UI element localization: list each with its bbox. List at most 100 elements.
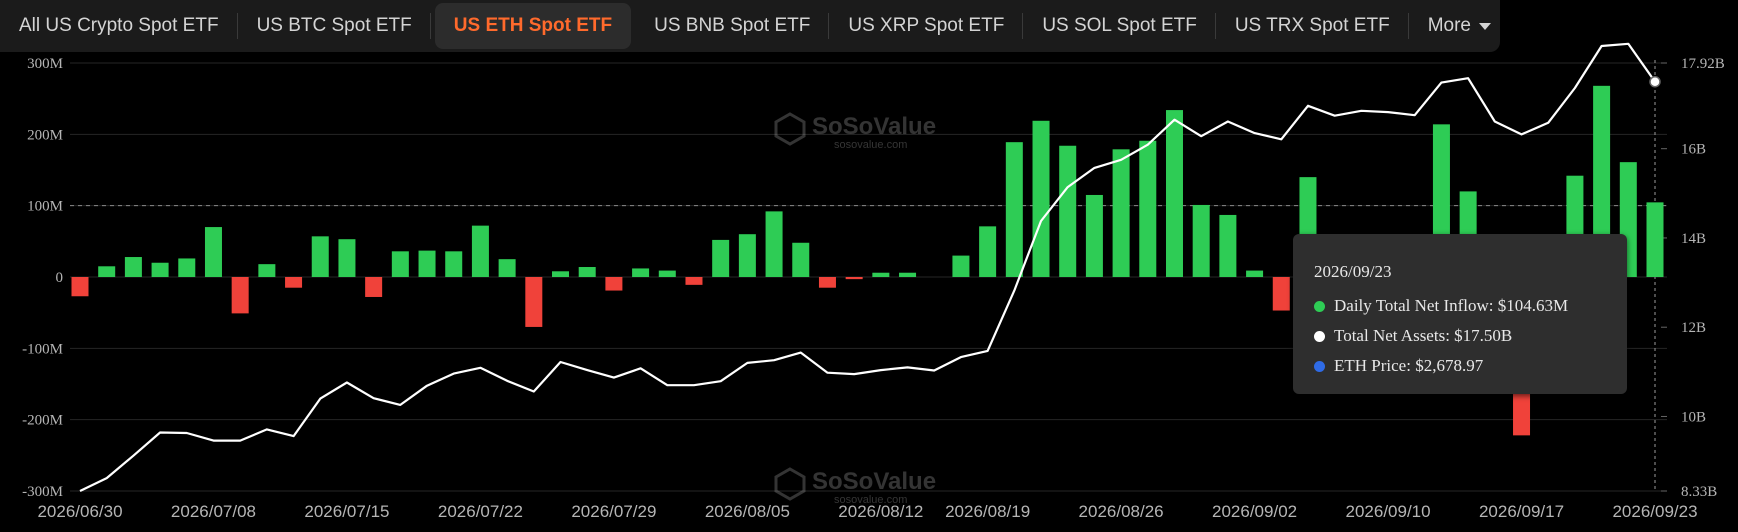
- left-axis-tick-label: -200M: [22, 413, 63, 429]
- price-dot-icon: [1314, 360, 1325, 372]
- inflow-bar: [765, 211, 783, 277]
- inflow-dot-icon: [1314, 300, 1325, 312]
- tooltip-price-label: ETH Price:: [1334, 356, 1411, 375]
- watermark-text: SoSoValue: [812, 113, 936, 140]
- x-axis-tick-label: 2026/09/23: [1612, 502, 1697, 521]
- inflow-bar: [204, 227, 222, 277]
- inflow-bar: [578, 267, 596, 277]
- watermark-text: SoSoValue: [812, 468, 936, 495]
- inflow-bar: [899, 272, 917, 277]
- inflow-bar: [712, 239, 730, 277]
- right-axis-labels: 17.92B 16B 14B 12B 10B 8.33B: [1681, 56, 1725, 500]
- inflow-bar: [1246, 270, 1264, 277]
- left-axis-tick-label: -300M: [22, 484, 63, 500]
- inflow-bar: [1192, 204, 1210, 277]
- inflow-bar: [498, 259, 516, 277]
- inflow-bar: [952, 255, 970, 277]
- etf-tab-bar: All US Crypto Spot ETF US BTC Spot ETF U…: [0, 0, 1500, 52]
- right-axis-tick-label: 12B: [1681, 320, 1706, 336]
- total-net-assets-line: [79, 42, 1656, 492]
- watermark: SoSoValuesosovalue.comSoSoValuesosovalue…: [774, 112, 936, 506]
- x-axis-tick-label: 2026/09/17: [1479, 502, 1564, 521]
- tooltip-assets-label: Total Net Assets:: [1334, 326, 1450, 345]
- left-axis-tick-label: 300M: [27, 56, 63, 72]
- inflow-bar: [258, 264, 276, 277]
- x-axis-tick-label: 2026/08/26: [1079, 502, 1164, 521]
- tab-us-eth-spot-etf[interactable]: US ETH Spot ETF: [434, 3, 632, 49]
- tooltip-row-price: ETH Price: $2,678.97: [1314, 356, 1483, 376]
- chart-tooltip: 2026/09/23 Daily Total Net Inflow: $104.…: [1293, 234, 1627, 394]
- watermark-subtext: sosovalue.com: [834, 494, 907, 506]
- right-axis-tick-label: 16B: [1681, 142, 1706, 158]
- inflow-bar: [71, 277, 89, 297]
- right-axis-tick-label: 14B: [1681, 231, 1706, 247]
- inflow-bar: [658, 270, 676, 277]
- x-axis-tick-label: 2026/08/19: [945, 502, 1030, 521]
- inflow-bar: [552, 271, 570, 277]
- inflow-bar: [738, 234, 756, 277]
- more-dropdown[interactable]: More: [1409, 0, 1510, 52]
- inflow-bar: [979, 226, 997, 277]
- tab-us-btc-spot-etf[interactable]: US BTC Spot ETF: [238, 0, 431, 52]
- inflow-bar: [632, 268, 650, 277]
- x-axis-tick-label: 2026/08/05: [705, 502, 790, 521]
- x-axis-tick-label: 2026/07/15: [304, 502, 389, 521]
- inflow-bar: [338, 239, 356, 277]
- chart-lines: [79, 42, 1661, 492]
- x-axis-tick-label: 2026/07/22: [438, 502, 523, 521]
- inflow-bar: [685, 277, 703, 285]
- x-axis-tick-label: 2026/08/12: [838, 502, 923, 521]
- tab-all-us-crypto-spot-etf[interactable]: All US Crypto Spot ETF: [0, 0, 238, 52]
- left-axis-tick-label: 100M: [27, 199, 63, 215]
- assets-dot-icon: [1314, 330, 1325, 342]
- inflow-bar: [845, 277, 863, 280]
- tooltip-assets-value: $17.50B: [1454, 326, 1513, 345]
- inflow-bar: [124, 257, 142, 277]
- inflow-bar: [1139, 140, 1157, 277]
- x-axis-tick-label: 2026/07/08: [171, 502, 256, 521]
- inflow-bar: [1219, 214, 1237, 277]
- tooltip-inflow-label: Daily Total Net Inflow:: [1334, 296, 1494, 315]
- inflow-bar: [1085, 194, 1103, 277]
- left-axis-tick-label: 200M: [27, 127, 63, 143]
- tooltip-row-assets: Total Net Assets: $17.50B: [1314, 326, 1512, 346]
- tooltip-date: 2026/09/23: [1314, 262, 1392, 281]
- inflow-bar: [178, 258, 196, 277]
- inflow-bar: [1112, 149, 1130, 277]
- inflow-bar: [365, 277, 383, 297]
- inflow-bar: [525, 277, 543, 327]
- left-axis-labels: 300M 200M 100M 0 -100M -200M -300M: [22, 56, 63, 500]
- inflow-bar: [1593, 85, 1611, 278]
- tab-us-bnb-spot-etf[interactable]: US BNB Spot ETF: [635, 0, 830, 52]
- inflow-bar: [151, 262, 169, 277]
- left-axis-tick-label: 0: [56, 270, 64, 286]
- tab-us-xrp-spot-etf[interactable]: US XRP Spot ETF: [829, 0, 1024, 52]
- x-axis-tick-label: 2026/09/02: [1212, 502, 1297, 521]
- tooltip-price-value: $2,678.97: [1415, 356, 1484, 375]
- inflow-bar: [605, 277, 623, 291]
- tab-us-trx-spot-etf[interactable]: US TRX Spot ETF: [1216, 0, 1409, 52]
- tooltip-inflow-value: $104.63M: [1497, 296, 1569, 315]
- inflow-bar: [471, 225, 489, 277]
- inflow-bar: [311, 236, 329, 277]
- inflow-bar: [872, 272, 890, 277]
- inflow-bar: [1165, 110, 1183, 277]
- inflow-bar: [391, 251, 409, 277]
- inflow-bar: [1646, 202, 1664, 277]
- inflow-bar: [1059, 145, 1077, 277]
- inflow-bar: [231, 277, 249, 314]
- right-axis-tick-label: 17.92B: [1681, 56, 1725, 72]
- x-axis-tick-label: 2026/09/10: [1346, 502, 1431, 521]
- inflow-bar: [792, 242, 810, 277]
- inflow-bar: [818, 277, 836, 288]
- inflow-bar: [1032, 120, 1050, 277]
- logo-hexagon: [774, 467, 806, 501]
- inflow-bar: [1272, 277, 1290, 311]
- x-axis-tick-label: 2026/06/30: [37, 502, 122, 521]
- assets-hover-dot: [1649, 75, 1661, 88]
- tooltip-row-inflow: Daily Total Net Inflow: $104.63M: [1314, 296, 1568, 316]
- x-axis-labels: 2026/06/30 2026/07/08 2026/07/15 2026/07/22…: [37, 502, 1697, 521]
- tab-us-sol-spot-etf[interactable]: US SOL Spot ETF: [1023, 0, 1216, 52]
